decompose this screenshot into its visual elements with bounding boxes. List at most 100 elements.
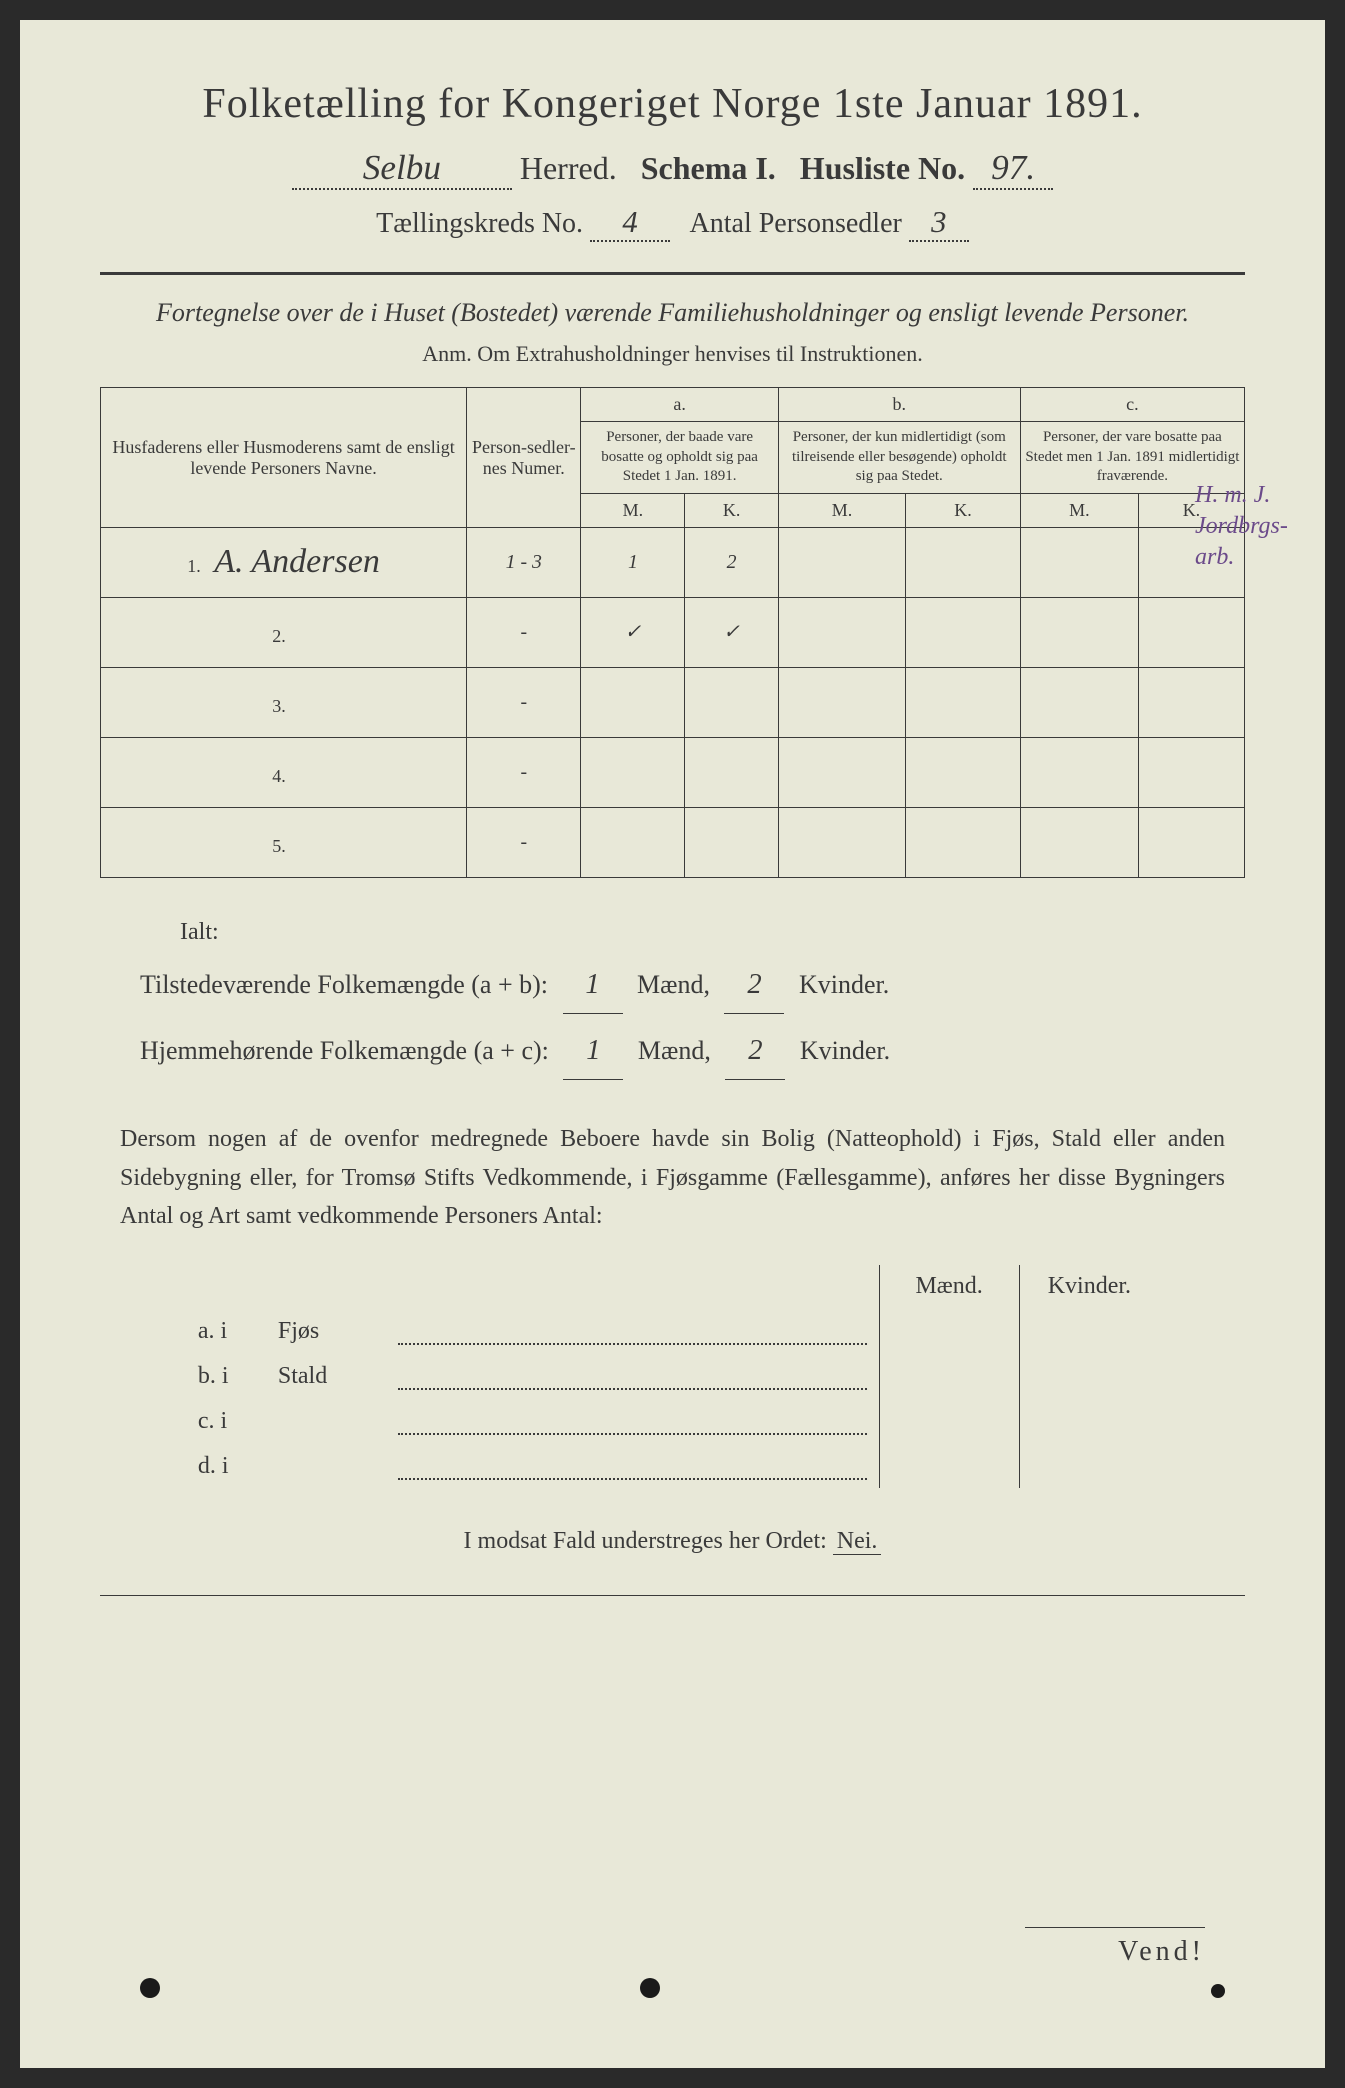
row-sedler: - (467, 667, 581, 737)
row-b-m (778, 527, 906, 597)
header-line-3: Tællingskreds No. 4 Antal Personsedler 3 (100, 205, 1245, 242)
building-row-label: d. i (186, 1443, 266, 1488)
table-row: 1. A. Andersen1 - 312 (101, 527, 1245, 597)
husliste-label: Husliste No. (800, 150, 965, 186)
row-sedler: - (467, 737, 581, 807)
ialt-label: Ialt: (180, 908, 1205, 956)
row-c-k (1138, 737, 1244, 807)
building-paragraph: Dersom nogen af de ovenfor medregnede Be… (120, 1120, 1225, 1235)
building-row: d. i (186, 1443, 1159, 1488)
row-a-m: 1 (581, 527, 685, 597)
row-a-k (685, 737, 778, 807)
col-names-header: Husfaderens eller Husmoderens samt de en… (101, 388, 467, 528)
row-c-m (1020, 527, 1138, 597)
row-b-k (906, 737, 1021, 807)
census-form-page: Folketælling for Kongeriget Norge 1ste J… (20, 20, 1325, 2068)
a-m-label: M. (581, 493, 685, 527)
row-sedler: - (467, 807, 581, 877)
nei-line: I modsat Fald understreges her Ordet: Ne… (100, 1528, 1245, 1555)
building-row-type (266, 1443, 386, 1488)
ialt2-prefix: Hjemmehørende Folkemængde (a + c): (140, 1036, 549, 1065)
vend-label: Vend! (1025, 1927, 1205, 1968)
building-row-dots (386, 1308, 879, 1353)
ialt-section: Ialt: Tilstedeværende Folkemængde (a + b… (140, 908, 1205, 1080)
main-title: Folketælling for Kongeriget Norge 1ste J… (100, 80, 1245, 128)
ialt2-m: 1 (563, 1022, 623, 1080)
row-num-name: 2. (101, 597, 467, 667)
row-num-name: 3. (101, 667, 467, 737)
building-row-k (1019, 1308, 1159, 1353)
row-b-k (906, 597, 1021, 667)
building-row-m (879, 1398, 1019, 1443)
herred-value: Selbu (292, 148, 512, 190)
b-k-label: K. (906, 493, 1021, 527)
anm-note: Anm. Om Extrahusholdninger henvises til … (100, 341, 1245, 367)
building-row-label: c. i (186, 1398, 266, 1443)
ialt1-k: 2 (724, 956, 784, 1014)
row-a-k (685, 807, 778, 877)
row-a-m: ✓ (581, 597, 685, 667)
col-c-label: c. (1020, 388, 1244, 422)
divider (100, 272, 1245, 275)
table-row: 4. - (101, 737, 1245, 807)
row-b-k (906, 807, 1021, 877)
ialt1-m: 1 (563, 956, 623, 1014)
col-a-label: a. (581, 388, 778, 422)
husliste-value: 97. (973, 148, 1053, 190)
b-m-label: M. (778, 493, 906, 527)
building-row-m (879, 1353, 1019, 1398)
table-row: 3. - (101, 667, 1245, 737)
building-row-m (879, 1443, 1019, 1488)
row-c-m (1020, 667, 1138, 737)
nei-prefix: I modsat Fald understreges her Ordet: (464, 1528, 827, 1554)
row-a-k: 2 (685, 527, 778, 597)
building-row: c. i (186, 1398, 1159, 1443)
building-row-type: Stald (266, 1353, 386, 1398)
building-row-label: a. i (186, 1308, 266, 1353)
row-b-m (778, 737, 906, 807)
building-row: b. iStald (186, 1353, 1159, 1398)
row-b-m (778, 807, 906, 877)
building-row-type (266, 1398, 386, 1443)
kreds-value: 4 (590, 205, 670, 242)
antal-value: 3 (909, 205, 969, 242)
building-row-type: Fjøs (266, 1308, 386, 1353)
margin-annotation: H. m. J. Jordbrgs- arb. (1195, 480, 1315, 574)
main-table: Husfaderens eller Husmoderens samt de en… (100, 387, 1245, 878)
row-a-k (685, 667, 778, 737)
row-sedler: - (467, 597, 581, 667)
building-row-label: b. i (186, 1353, 266, 1398)
c-m-label: M. (1020, 493, 1138, 527)
row-c-k (1138, 807, 1244, 877)
margin-line1: H. m. J. (1195, 480, 1315, 511)
row-a-m (581, 667, 685, 737)
building-row-k (1019, 1353, 1159, 1398)
row-a-k: ✓ (685, 597, 778, 667)
ialt-line-1: Tilstedeværende Folkemængde (a + b): 1 M… (140, 956, 1205, 1014)
bottom-divider (100, 1595, 1245, 1596)
ialt2-mid: Mænd, (638, 1036, 711, 1065)
row-b-m (778, 667, 906, 737)
a-k-label: K. (685, 493, 778, 527)
col-b-label: b. (778, 388, 1020, 422)
ialt1-mid: Mænd, (637, 970, 710, 999)
building-maend-header: Mænd. (879, 1265, 1019, 1308)
row-c-k (1138, 597, 1244, 667)
antal-label: Antal Personsedler (690, 208, 902, 239)
building-table: Mænd. Kvinder. a. iFjøs b. iStald c. i d… (186, 1265, 1159, 1488)
building-row-dots (386, 1353, 879, 1398)
building-kvinder-header: Kvinder. (1019, 1265, 1159, 1308)
herred-label: Herred. (520, 150, 617, 186)
building-row-dots (386, 1398, 879, 1443)
row-num-name: 5. (101, 807, 467, 877)
margin-line3: arb. (1195, 542, 1315, 573)
building-row-dots (386, 1443, 879, 1488)
row-b-m (778, 597, 906, 667)
ialt-line-2: Hjemmehørende Folkemængde (a + c): 1 Mæn… (140, 1022, 1205, 1080)
inkspot-icon (640, 1978, 660, 1998)
table-row: 2. -✓✓ (101, 597, 1245, 667)
table-row: 5. - (101, 807, 1245, 877)
nei-word: Nei. (833, 1528, 882, 1555)
kreds-label: Tællingskreds No. (376, 208, 583, 239)
header-line-2: Selbu Herred. Schema I. Husliste No. 97. (100, 148, 1245, 190)
